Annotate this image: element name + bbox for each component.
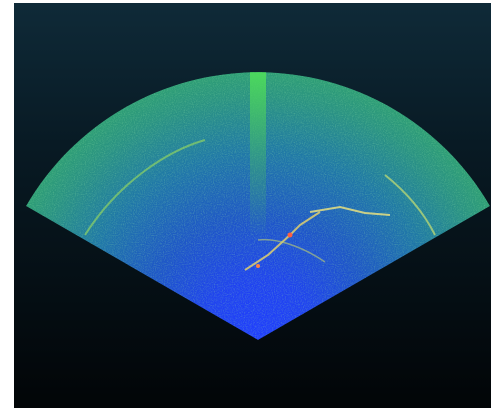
- echo-hit: [256, 264, 260, 268]
- page-body: [0, 0, 491, 408]
- page: {} html, body { margin: 0; padding: 0; b…: [0, 0, 491, 408]
- center-beam: [250, 70, 266, 240]
- echo-hit: [288, 233, 293, 238]
- sonar-view: [0, 0, 491, 408]
